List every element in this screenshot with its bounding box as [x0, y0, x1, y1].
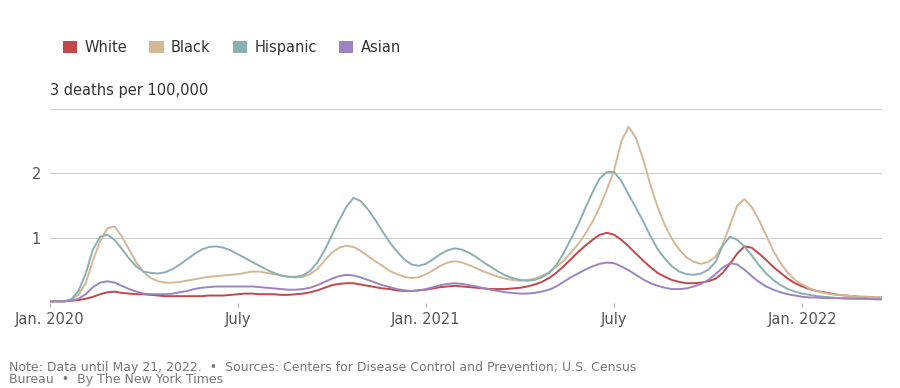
Text: Note: Data until May 21, 2022.  •  Sources: Centers for Disease Control and Prev: Note: Data until May 21, 2022. • Sources…	[9, 361, 636, 374]
Text: 3 deaths per 100,000: 3 deaths per 100,000	[50, 83, 208, 99]
Legend: White, Black, Hispanic, Asian: White, Black, Hispanic, Asian	[57, 35, 407, 61]
Text: Bureau  •  By The New York Times: Bureau • By The New York Times	[9, 373, 223, 386]
